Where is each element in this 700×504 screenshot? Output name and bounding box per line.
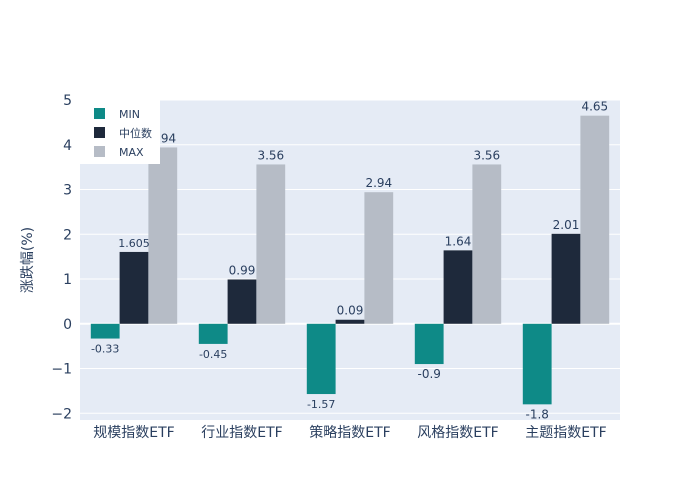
- bar-MIN: [198, 323, 228, 344]
- data-label: -0.9: [417, 367, 440, 381]
- data-label: 2.94: [365, 176, 392, 190]
- legend-item[interactable]: 中位数: [94, 126, 152, 140]
- y-tick-label: 0: [63, 317, 72, 333]
- data-label: 1.605: [118, 237, 150, 250]
- legend[interactable]: MIN 中位数 MAX: [80, 100, 160, 164]
- bar-中位数: [443, 250, 473, 324]
- bar-MAX: [580, 115, 610, 324]
- legend-swatch: [94, 146, 105, 157]
- legend-item[interactable]: MAX: [94, 146, 144, 159]
- y-tick-label: 4: [63, 138, 72, 154]
- data-label: 0.09: [337, 304, 364, 318]
- legend-label: 中位数: [119, 126, 152, 140]
- y-tick-label: 3: [63, 183, 72, 199]
- data-label: 4.65: [581, 100, 608, 114]
- bar-中位数: [335, 319, 365, 324]
- bar-MIN: [414, 323, 444, 365]
- x-tick-label: 策略指数ETF: [309, 424, 390, 441]
- x-tick-label: 行业指数ETF: [201, 425, 282, 441]
- legend-item[interactable]: MIN: [94, 108, 140, 121]
- bars: [90, 115, 610, 405]
- bar-中位数: [551, 233, 581, 324]
- x-tick-label: 风格指数ETF: [417, 425, 498, 441]
- legend-label: MIN: [119, 108, 140, 121]
- y-tick-label: −1: [51, 362, 72, 378]
- data-label: 1.64: [445, 234, 472, 248]
- data-label: -1.57: [307, 398, 335, 411]
- legend-swatch: [94, 127, 105, 138]
- x-tick-label: 主题指数ETF: [525, 425, 606, 441]
- y-tick-label: 5: [63, 93, 72, 109]
- data-label: 3.56: [473, 148, 500, 162]
- bar-MIN: [90, 323, 120, 339]
- legend-swatch: [94, 108, 105, 119]
- data-label: -0.33: [91, 343, 119, 356]
- y-tick-label: −2: [51, 406, 72, 422]
- data-label: -0.45: [199, 348, 227, 361]
- y-tick-label: 1: [63, 272, 72, 288]
- bar-MAX: [364, 192, 394, 324]
- bar-MAX: [148, 147, 178, 324]
- legend-box: [80, 100, 160, 164]
- bar-中位数: [227, 279, 257, 324]
- bar-中位数: [119, 251, 149, 324]
- x-tick-label: 规模指数ETF: [93, 425, 174, 441]
- data-label: 3.56: [257, 148, 284, 162]
- y-tick-label: 2: [63, 227, 72, 243]
- data-labels: -0.331.6053.94-0.450.993.56-1.570.092.94…: [91, 100, 608, 422]
- legend-label: MAX: [119, 146, 144, 159]
- axes: 5 4 3 2 1 0 −1 −2 规模指数ETF 行业指数ETF 策略指数ETF 风格指数ETF 主题…: [51, 93, 606, 441]
- data-label: -1.8: [525, 407, 548, 421]
- y-axis-title: 涨跌幅(%): [20, 227, 36, 293]
- bar-MAX: [472, 164, 502, 324]
- bar-MIN: [522, 323, 552, 405]
- data-label: 0.99: [229, 263, 256, 277]
- bar-MAX: [256, 164, 286, 324]
- data-label: 2.01: [553, 218, 580, 232]
- bar-MIN: [306, 323, 336, 395]
